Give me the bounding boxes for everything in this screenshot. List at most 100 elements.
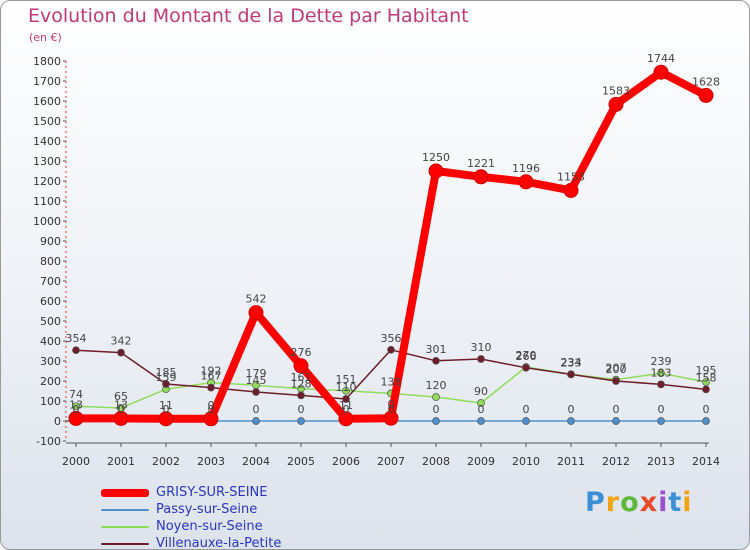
data-label: 128 (291, 377, 312, 390)
data-label: 151 (336, 373, 357, 386)
data-label: 0 (388, 398, 395, 411)
data-point (518, 174, 534, 190)
data-label: 0 (388, 403, 395, 416)
data-label: 195 (696, 364, 717, 377)
data-point (432, 393, 440, 401)
data-label: 13 (69, 398, 83, 411)
legend-label: Passy-sur-Seine (156, 502, 258, 517)
data-point (698, 87, 714, 103)
data-label: 183 (651, 366, 672, 379)
x-tick-label: 2004 (242, 455, 270, 468)
x-tick-label: 2013 (647, 455, 675, 468)
data-point (113, 410, 129, 426)
data-label: 542 (246, 293, 267, 306)
chart-unit: (en €) (29, 31, 62, 44)
data-label: 356 (381, 332, 402, 345)
x-tick-label: 2003 (197, 455, 225, 468)
data-label: 110 (336, 381, 357, 394)
data-label: 207 (606, 362, 627, 375)
data-label: 1196 (512, 162, 540, 175)
data-label: 1583 (602, 84, 630, 97)
data-point (293, 358, 309, 374)
data-label: 0 (163, 403, 170, 416)
data-point (522, 363, 530, 372)
x-tick-label: 2006 (332, 455, 360, 468)
data-point (72, 402, 80, 411)
data-label: 0 (253, 403, 260, 416)
data-point (653, 64, 669, 80)
data-label: 0 (613, 403, 620, 416)
y-tick-label: 500 (40, 315, 61, 328)
y-tick-label: 1100 (33, 195, 61, 208)
data-point (68, 410, 84, 426)
x-tick-label: 2011 (557, 455, 585, 468)
data-label: 200 (606, 363, 627, 376)
data-label: 0 (433, 403, 440, 416)
y-tick-label: 300 (40, 355, 61, 368)
data-point (702, 417, 710, 425)
y-tick-label: 1000 (33, 215, 61, 228)
data-label: 239 (651, 355, 672, 368)
data-label: 74 (69, 388, 83, 401)
data-label: 0 (73, 403, 80, 416)
data-point (387, 345, 395, 354)
data-point (477, 355, 485, 363)
data-label: 192 (201, 365, 222, 378)
data-label: 0 (208, 403, 215, 416)
data-label: 161 (291, 371, 312, 384)
data-label: 11 (339, 399, 353, 412)
data-point (657, 417, 665, 425)
data-point (477, 399, 485, 407)
x-tick-label: 2005 (287, 455, 315, 468)
data-label: 342 (111, 335, 132, 348)
y-tick-label: 1800 (33, 55, 61, 68)
data-point (72, 346, 80, 355)
y-tick-label: 0 (54, 415, 61, 428)
x-tick-label: 2001 (107, 455, 135, 468)
y-tick-label: 1400 (33, 135, 61, 148)
data-point (702, 385, 710, 394)
data-label: 145 (246, 374, 267, 387)
series-layer (68, 64, 714, 427)
proxiti-logo: Proxiti (585, 487, 693, 518)
data-label: 1153 (557, 170, 585, 183)
data-label: 266 (516, 350, 537, 363)
data-label: 0 (343, 403, 350, 416)
y-tick-label: 1700 (33, 75, 61, 88)
data-label: 1221 (467, 157, 495, 170)
legend-swatch (101, 526, 149, 528)
data-label: 11 (159, 399, 173, 412)
data-point (252, 388, 260, 396)
data-point (297, 417, 305, 425)
data-point (203, 411, 219, 427)
data-point (563, 182, 579, 198)
data-point (657, 380, 665, 389)
x-tick-label: 2014 (692, 455, 720, 468)
data-label: 0 (703, 403, 710, 416)
data-label: 138 (381, 375, 402, 388)
y-tick-label: 1600 (33, 95, 61, 108)
data-label: 158 (696, 371, 717, 384)
x-tick-label: 2007 (377, 455, 405, 468)
data-label: 234 (561, 356, 582, 369)
data-label: 310 (471, 341, 492, 354)
y-tick-label: 1300 (33, 155, 61, 168)
y-tick-label: 800 (40, 255, 61, 268)
data-point (432, 417, 440, 425)
data-label: 0 (568, 403, 575, 416)
data-label: 0 (523, 403, 530, 416)
data-point (522, 417, 530, 425)
y-tick-label: 100 (40, 395, 61, 408)
y-tick-label: 600 (40, 295, 61, 308)
legend-label: Villenauxe-la-Petite (156, 536, 282, 550)
y-tick-label: 400 (40, 335, 61, 348)
data-point (657, 369, 665, 378)
legend-label: Noyen-sur-Seine (156, 519, 263, 534)
legend-label: GRISY-SUR-SEINE (156, 485, 268, 500)
data-point (477, 417, 485, 425)
data-point (338, 411, 354, 427)
data-label: 0 (298, 403, 305, 416)
data-point (252, 417, 260, 425)
data-point (432, 356, 440, 365)
